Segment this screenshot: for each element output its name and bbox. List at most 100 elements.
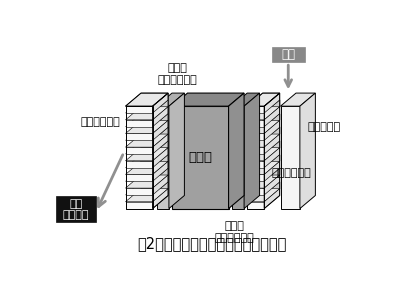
Polygon shape bbox=[125, 93, 168, 106]
Polygon shape bbox=[153, 175, 168, 195]
Polygon shape bbox=[300, 93, 315, 209]
Polygon shape bbox=[281, 93, 315, 106]
Polygon shape bbox=[264, 175, 280, 195]
Polygon shape bbox=[263, 127, 280, 134]
Polygon shape bbox=[264, 182, 280, 202]
Polygon shape bbox=[153, 93, 168, 113]
Polygon shape bbox=[264, 134, 280, 154]
Polygon shape bbox=[153, 120, 168, 140]
Polygon shape bbox=[156, 93, 184, 106]
Polygon shape bbox=[264, 127, 280, 147]
Polygon shape bbox=[125, 113, 168, 127]
Polygon shape bbox=[263, 113, 280, 120]
Polygon shape bbox=[153, 168, 168, 188]
Polygon shape bbox=[153, 182, 168, 202]
Polygon shape bbox=[247, 133, 264, 140]
Polygon shape bbox=[263, 168, 280, 175]
Polygon shape bbox=[272, 47, 305, 62]
Polygon shape bbox=[247, 106, 264, 113]
Polygon shape bbox=[153, 189, 168, 209]
Text: 空気チャネル: 空気チャネル bbox=[81, 117, 120, 126]
Polygon shape bbox=[264, 148, 280, 168]
Polygon shape bbox=[247, 202, 264, 209]
Polygon shape bbox=[264, 141, 280, 161]
Polygon shape bbox=[264, 93, 280, 113]
Polygon shape bbox=[263, 141, 280, 148]
Polygon shape bbox=[125, 202, 153, 209]
Polygon shape bbox=[141, 141, 168, 148]
Text: 水素チャネル: 水素チャネル bbox=[271, 168, 311, 178]
Polygon shape bbox=[247, 147, 264, 154]
Polygon shape bbox=[247, 107, 280, 120]
Polygon shape bbox=[153, 155, 168, 175]
Polygon shape bbox=[56, 196, 96, 222]
Polygon shape bbox=[153, 161, 168, 181]
Polygon shape bbox=[153, 148, 168, 168]
Polygon shape bbox=[125, 133, 153, 140]
Polygon shape bbox=[125, 182, 168, 195]
Polygon shape bbox=[232, 93, 259, 106]
Polygon shape bbox=[264, 120, 280, 140]
Polygon shape bbox=[172, 106, 229, 209]
Polygon shape bbox=[125, 100, 168, 113]
Polygon shape bbox=[156, 106, 169, 209]
Polygon shape bbox=[125, 188, 153, 195]
Polygon shape bbox=[247, 161, 280, 175]
Polygon shape bbox=[141, 127, 168, 134]
Polygon shape bbox=[125, 168, 168, 181]
Polygon shape bbox=[153, 134, 168, 154]
Text: 燃料極
（アノード）: 燃料極 （アノード） bbox=[214, 221, 254, 243]
Text: 第2図　固体高分子形燃料電池の構造: 第2図 固体高分子形燃料電池の構造 bbox=[138, 236, 287, 251]
Polygon shape bbox=[141, 100, 168, 107]
Text: セパレータ: セパレータ bbox=[308, 122, 341, 132]
Polygon shape bbox=[153, 107, 168, 127]
Polygon shape bbox=[232, 106, 244, 209]
Polygon shape bbox=[229, 93, 244, 209]
Polygon shape bbox=[264, 155, 280, 175]
Polygon shape bbox=[125, 155, 168, 168]
Polygon shape bbox=[247, 127, 280, 140]
Polygon shape bbox=[247, 134, 280, 147]
Polygon shape bbox=[141, 168, 168, 175]
Polygon shape bbox=[247, 120, 264, 127]
Polygon shape bbox=[153, 100, 168, 120]
Polygon shape bbox=[247, 175, 264, 181]
Polygon shape bbox=[263, 155, 280, 161]
Polygon shape bbox=[247, 161, 264, 168]
Polygon shape bbox=[247, 188, 264, 195]
Polygon shape bbox=[125, 120, 153, 127]
Polygon shape bbox=[125, 161, 153, 168]
Polygon shape bbox=[125, 161, 168, 175]
Polygon shape bbox=[247, 189, 280, 202]
Polygon shape bbox=[281, 106, 300, 209]
Polygon shape bbox=[169, 93, 184, 209]
Polygon shape bbox=[125, 106, 153, 113]
Polygon shape bbox=[247, 148, 280, 161]
Polygon shape bbox=[247, 141, 280, 154]
Polygon shape bbox=[247, 100, 280, 113]
Polygon shape bbox=[153, 141, 168, 161]
Polygon shape bbox=[264, 107, 280, 127]
Polygon shape bbox=[247, 120, 280, 133]
Polygon shape bbox=[247, 182, 280, 195]
Text: 電解質: 電解質 bbox=[189, 151, 212, 164]
Polygon shape bbox=[153, 127, 168, 147]
Polygon shape bbox=[172, 93, 244, 106]
Text: 酸素
（空気）: 酸素 （空気） bbox=[63, 198, 89, 220]
Polygon shape bbox=[263, 182, 280, 189]
Polygon shape bbox=[125, 175, 168, 188]
Polygon shape bbox=[264, 100, 280, 120]
Polygon shape bbox=[141, 113, 168, 120]
Polygon shape bbox=[125, 134, 168, 147]
Polygon shape bbox=[244, 93, 259, 209]
Text: 水素: 水素 bbox=[281, 48, 295, 61]
Polygon shape bbox=[247, 168, 280, 181]
Polygon shape bbox=[141, 182, 168, 189]
Polygon shape bbox=[125, 120, 168, 133]
Text: 空気極
（カソード）: 空気極 （カソード） bbox=[158, 63, 197, 85]
Polygon shape bbox=[264, 168, 280, 188]
Polygon shape bbox=[247, 113, 280, 127]
Polygon shape bbox=[141, 155, 168, 161]
Polygon shape bbox=[263, 100, 280, 107]
Polygon shape bbox=[125, 189, 168, 202]
